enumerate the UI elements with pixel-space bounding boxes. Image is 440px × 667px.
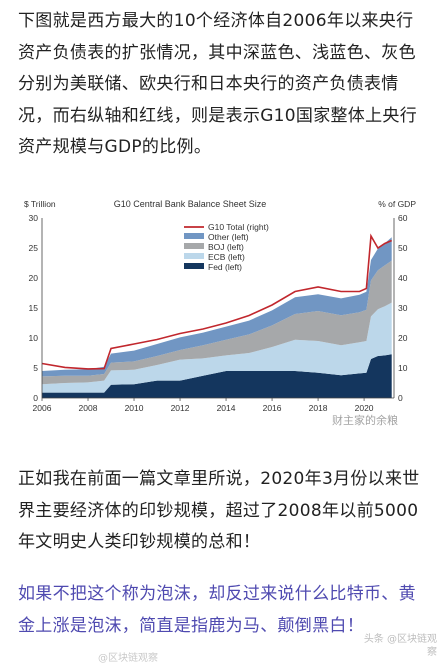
legend-label: Other (left) bbox=[208, 232, 249, 242]
x-tick-label: 2014 bbox=[217, 403, 236, 413]
chart-line bbox=[41, 233, 393, 370]
y-left-tick-label: 10 bbox=[29, 333, 39, 343]
bottom-left-watermark: @区块链观察 bbox=[98, 653, 158, 664]
balance-sheet-chart: 0 5 10 15 20 25 30 0 10 20 30 40 50 60 2006 2008 2010 201… bbox=[18, 190, 422, 418]
area-fed bbox=[42, 354, 392, 398]
chart-legend: G10 Total (right)Other (left)BOJ (left)E… bbox=[184, 222, 269, 272]
legend-swatch bbox=[184, 233, 204, 239]
chart-title: G10 Central Bank Balance Sheet Size bbox=[114, 199, 267, 209]
legend-swatch bbox=[184, 243, 204, 249]
legend-label: Fed (left) bbox=[208, 262, 242, 272]
chart-axes bbox=[41, 218, 395, 401]
chart-tick-labels: 0 5 10 15 20 25 30 0 10 20 30 40 50 60 2006 2008 2010 201… bbox=[29, 213, 408, 413]
x-tick-label: 2006 bbox=[33, 403, 52, 413]
area-ecb bbox=[42, 302, 392, 393]
body-paragraph: 正如我在前面一篇文章里所说，2020年3月份以来世界主要经济体的印钞规模，超过了… bbox=[18, 469, 420, 552]
x-tick-label: 2016 bbox=[263, 403, 282, 413]
chart-areas bbox=[42, 237, 392, 398]
y-left-tick-label: 15 bbox=[29, 303, 39, 313]
chart-ylabel-right: % of GDP bbox=[378, 199, 416, 209]
y-right-tick-label: 10 bbox=[398, 363, 408, 373]
y-right-tick-label: 20 bbox=[398, 333, 408, 343]
x-tick-label: 2008 bbox=[79, 403, 98, 413]
y-left-tick-label: 0 bbox=[33, 393, 38, 403]
x-tick-label: 2018 bbox=[309, 403, 328, 413]
y-right-tick-label: 50 bbox=[398, 243, 408, 253]
y-left-tick-label: 25 bbox=[29, 243, 39, 253]
legend-label: BOJ (left) bbox=[208, 242, 244, 252]
highlight-paragraph: 如果不把这个称为泡沫，却反过来说什么比特币、黄金上涨是泡沫，简直是指鹿为马、颠倒… bbox=[18, 584, 416, 636]
area-boj bbox=[42, 260, 392, 385]
chart-svg: 0 5 10 15 20 25 30 0 10 20 30 40 50 60 2006 2008 2010 201… bbox=[24, 199, 416, 413]
legend-swatch bbox=[184, 263, 204, 269]
line-g10-total bbox=[41, 233, 393, 370]
y-right-tick-label: 40 bbox=[398, 273, 408, 283]
intro-paragraph: 下图就是西方最大的10个经济体自2006年以来央行资产负债表的扩张情况，其中深蓝… bbox=[18, 11, 418, 157]
legend-label: G10 Total (right) bbox=[208, 222, 269, 232]
legend-label: ECB (left) bbox=[208, 252, 245, 262]
chart-ylabel-left: $ Trillion bbox=[24, 199, 56, 209]
y-right-tick-label: 30 bbox=[398, 303, 408, 313]
x-tick-label: 2020 bbox=[355, 403, 374, 413]
area-other bbox=[42, 237, 392, 377]
y-left-tick-label: 5 bbox=[33, 363, 38, 373]
y-right-tick-label: 60 bbox=[398, 213, 408, 223]
x-tick-label: 2012 bbox=[171, 403, 190, 413]
y-left-tick-label: 20 bbox=[29, 273, 39, 283]
x-tick-label: 2010 bbox=[125, 403, 144, 413]
y-right-tick-label: 0 bbox=[398, 393, 403, 403]
y-left-tick-label: 30 bbox=[29, 213, 39, 223]
legend-swatch bbox=[184, 253, 204, 259]
